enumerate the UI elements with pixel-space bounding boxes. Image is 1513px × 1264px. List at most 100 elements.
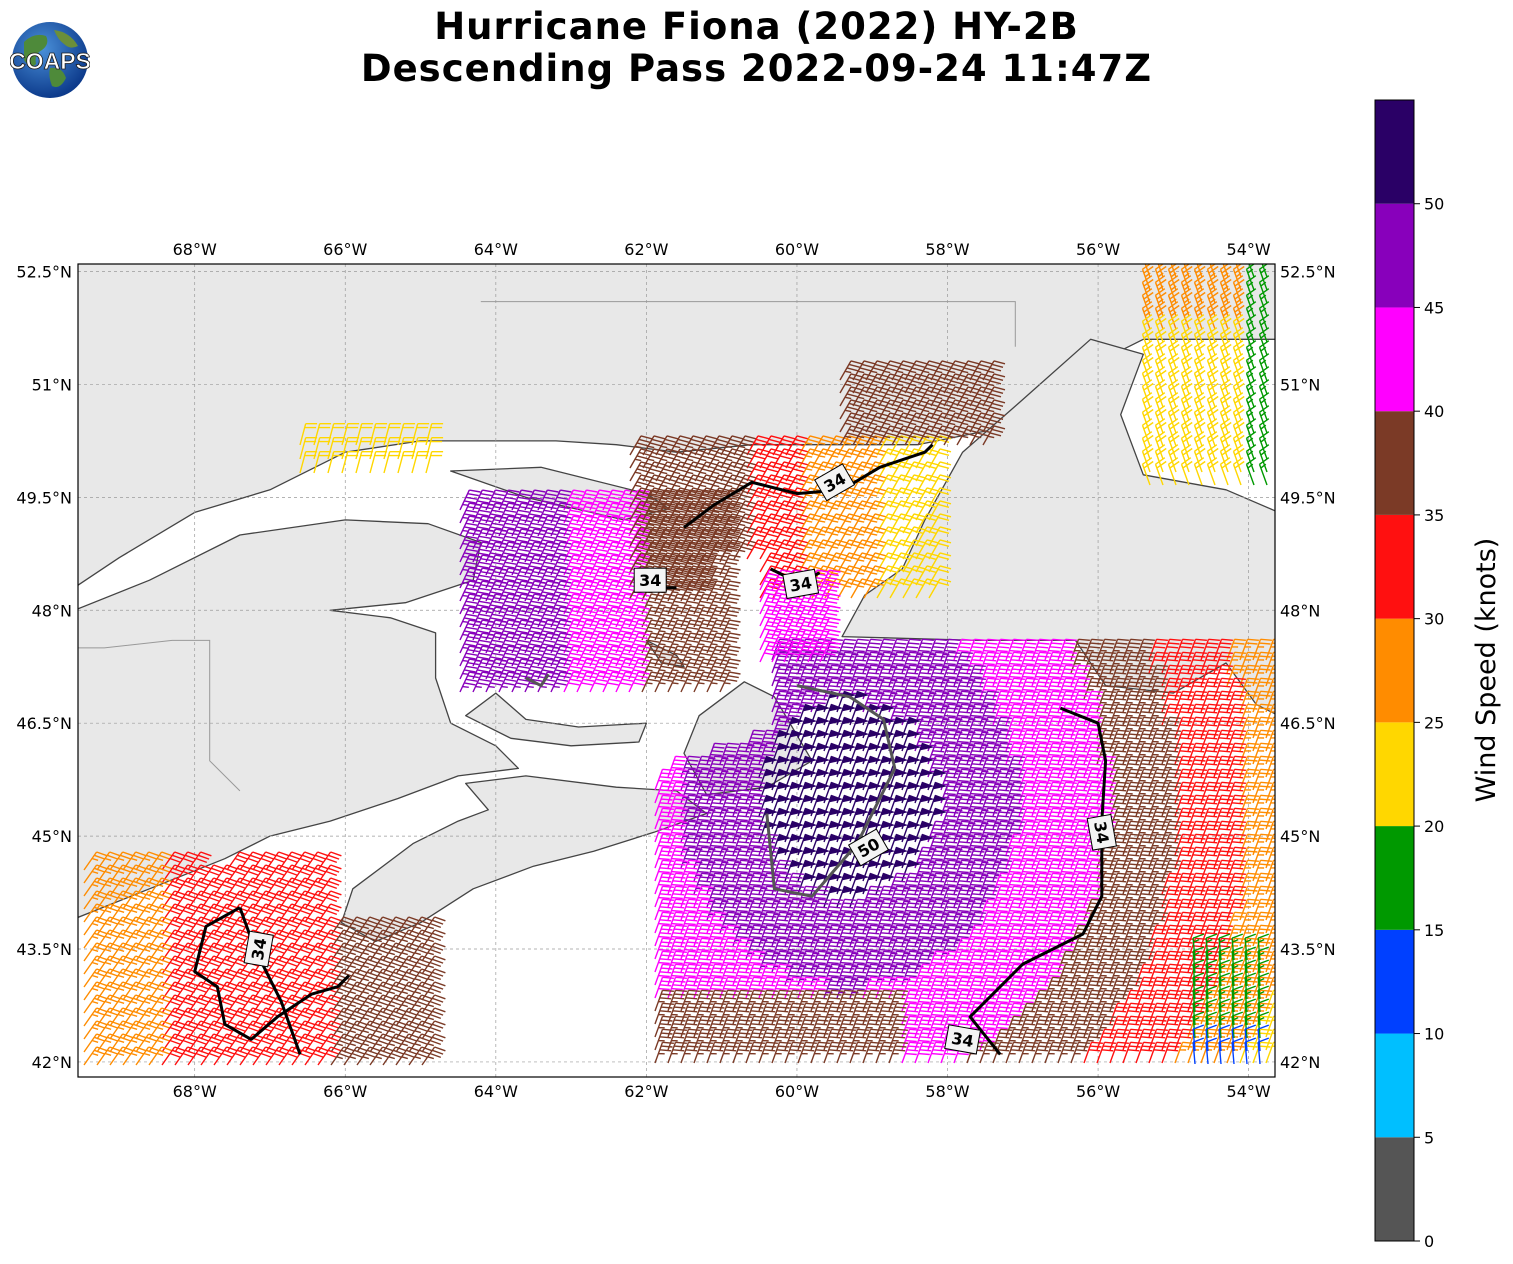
wind-barb	[576, 502, 598, 524]
wind-barb	[383, 451, 402, 474]
wind-barb	[771, 605, 793, 627]
lat-tick-label-right: 43.5°N	[1280, 940, 1336, 959]
wind-barb	[1018, 768, 1038, 791]
wind-barb	[602, 632, 624, 654]
wind-barb	[849, 1002, 869, 1025]
wind-barb	[213, 864, 238, 884]
wind-barb	[83, 890, 108, 910]
wind-barb-flag	[789, 755, 805, 764]
wind-barb	[498, 502, 520, 524]
wind-barb	[732, 924, 752, 947]
wind-barb	[693, 820, 713, 843]
wind-barb	[979, 703, 999, 726]
wind-barb	[693, 781, 713, 804]
wind-barb	[187, 890, 212, 910]
wind-barb-flag	[867, 729, 883, 738]
wind-barb	[83, 955, 108, 975]
wind-barb	[1122, 885, 1142, 908]
contour-34-east	[968, 706, 1108, 1056]
wind-barb	[927, 989, 947, 1012]
wind-barb	[982, 412, 1006, 433]
wind-barb	[187, 1020, 212, 1040]
wind-barb	[927, 937, 947, 960]
wind-barb	[746, 500, 770, 521]
wind-barb	[1109, 664, 1129, 687]
wind-barb	[1083, 755, 1103, 778]
wind-barb	[1070, 989, 1090, 1012]
wind-barb	[174, 955, 199, 975]
wind-barb	[408, 942, 433, 962]
wind-barb	[524, 606, 546, 628]
wind-barb	[524, 645, 546, 667]
wind-barb	[1096, 742, 1116, 765]
wind-barb	[654, 645, 676, 667]
wind-barb	[667, 1015, 687, 1038]
wind-barb	[1005, 716, 1025, 739]
wind-barb	[979, 638, 999, 661]
wind-barb	[1252, 833, 1272, 856]
wind-barb	[706, 872, 726, 895]
wind-barb	[589, 567, 611, 589]
wind-barb	[953, 807, 973, 830]
wind-barb	[200, 903, 225, 923]
wind-barb	[785, 526, 809, 547]
wind-barb	[317, 864, 342, 884]
wind-barb	[930, 399, 954, 420]
wind-barb	[745, 846, 765, 869]
wind-barb	[278, 968, 303, 988]
wind-barb	[1122, 664, 1142, 687]
wind-barb-flag	[906, 820, 922, 829]
wind-barb	[667, 658, 689, 680]
wind-barb	[317, 890, 342, 910]
wind-barb	[807, 605, 829, 627]
wind-barb	[889, 435, 913, 456]
wind-barb	[1031, 716, 1051, 739]
wind-barb	[589, 658, 611, 680]
wind-barb	[668, 461, 692, 482]
wind-barb	[1161, 963, 1181, 986]
wind-barb	[823, 989, 843, 1012]
wind-barb	[943, 386, 967, 407]
wind-barb	[317, 1007, 342, 1027]
wind-barb-flag	[815, 768, 831, 777]
wind-barb	[771, 1041, 791, 1064]
wind-barb	[1083, 664, 1103, 687]
wind-barb	[940, 638, 960, 661]
wind-barb	[343, 981, 368, 1001]
wind-barb	[1044, 781, 1064, 804]
wind-barb	[1244, 959, 1257, 987]
wind-barb	[1057, 1015, 1077, 1038]
wind-barb	[369, 1020, 394, 1040]
contour-label-group: 34	[243, 930, 274, 968]
wind-barb	[979, 768, 999, 791]
wind-barb	[824, 526, 848, 547]
wind-barb-flag	[789, 794, 805, 803]
wind-barb-flag	[802, 794, 818, 803]
wind-barb	[1252, 703, 1272, 726]
wind-barb	[1109, 794, 1129, 817]
wind-barb	[395, 1020, 420, 1040]
wind-barb	[1154, 457, 1167, 486]
wind-barb	[459, 658, 481, 680]
wind-barb	[811, 461, 835, 482]
wind-barb	[953, 859, 973, 882]
wind-barb	[1057, 781, 1077, 804]
wind-barb	[902, 474, 926, 495]
wind-barb	[537, 580, 559, 602]
wind-barb	[862, 651, 882, 674]
wind-barb	[693, 937, 713, 960]
wind-barb	[1200, 833, 1220, 856]
wind-barb	[979, 898, 999, 921]
wind-barb	[875, 937, 895, 960]
wind-barb	[135, 1033, 160, 1053]
wind-barb	[654, 950, 674, 973]
wind-barb	[485, 671, 507, 693]
wind-barb	[1096, 911, 1116, 934]
wind-barb	[1122, 729, 1142, 752]
wind-barb	[1109, 976, 1129, 999]
wind-barb	[758, 729, 778, 752]
wind-barb	[1044, 651, 1064, 674]
wind-barb	[304, 994, 329, 1014]
wind-barb	[719, 580, 741, 602]
wind-barb	[1239, 664, 1259, 687]
